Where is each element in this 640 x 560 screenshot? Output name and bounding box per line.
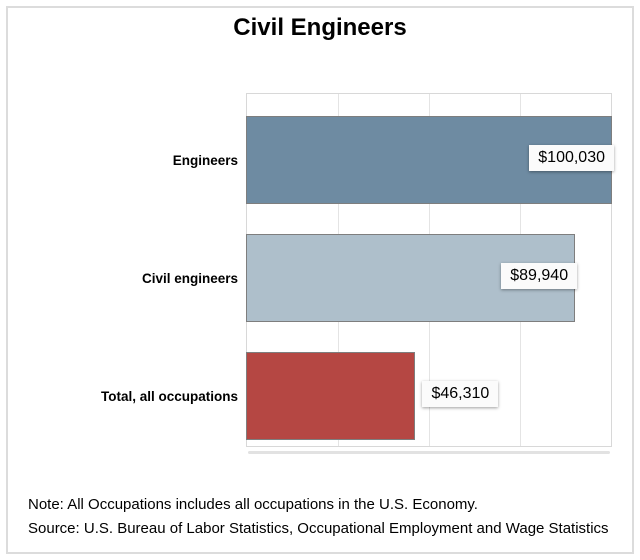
bar-chart: Engineers $100,030 Civil engineers $89,940 T… (0, 93, 614, 454)
value-label: $100,030 (529, 145, 614, 171)
chart-title: Civil Engineers (233, 14, 407, 41)
category-label: Total, all occupations (100, 388, 238, 404)
bar-row: Engineers $100,030 (0, 93, 614, 211)
value-label: $46,310 (422, 381, 499, 407)
bar-row: Total, all occupations $46,310 (0, 329, 612, 447)
note-text: Note: All Occupations includes all occup… (28, 496, 478, 513)
value-label: $89,940 (501, 263, 578, 289)
plot-bottom-shadow (248, 451, 610, 454)
category-label: Civil engineers (141, 270, 238, 286)
bar-row: Civil engineers $89,940 (0, 211, 612, 329)
category-label: Engineers (172, 152, 238, 168)
source-text: Source: U.S. Bureau of Labor Statistics,… (28, 520, 609, 537)
bar-rows: Engineers $100,030 Civil engineers $89,940 T… (0, 93, 614, 447)
bar (246, 352, 416, 440)
